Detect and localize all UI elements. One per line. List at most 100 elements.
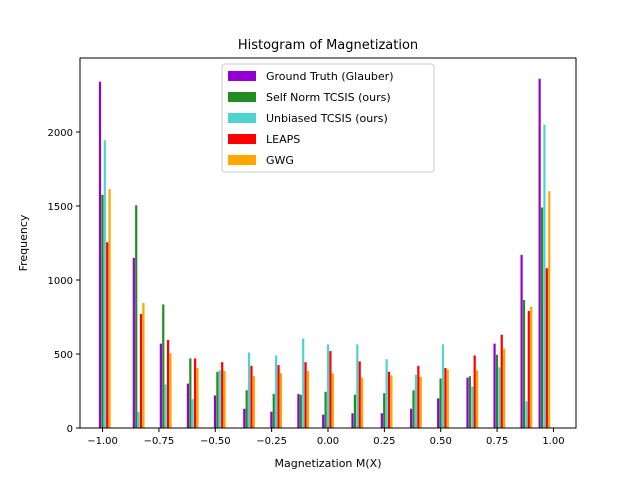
bar: [493, 343, 496, 428]
x-tick-label: 0.00: [317, 436, 339, 447]
x-tick-label: 0.25: [373, 436, 395, 447]
bar: [277, 365, 280, 428]
bar: [530, 306, 533, 428]
bar: [412, 390, 415, 428]
bar: [468, 376, 471, 428]
bar: [132, 257, 135, 428]
bar: [473, 355, 476, 428]
bar: [356, 344, 359, 428]
bar: [500, 334, 503, 428]
bar: [250, 365, 253, 428]
legend-swatch: [228, 155, 256, 165]
bars-group: [98, 78, 551, 429]
bar: [414, 374, 418, 428]
x-tick-label: 0.75: [486, 436, 508, 447]
bar: [390, 375, 393, 428]
legend-swatch: [228, 113, 256, 123]
bar: [108, 188, 111, 428]
bar: [446, 369, 449, 428]
bar: [216, 371, 219, 428]
bar: [383, 393, 386, 428]
bar: [166, 339, 170, 428]
bar: [329, 351, 332, 428]
x-tick-label: −1.00: [87, 436, 118, 447]
bar: [466, 377, 469, 428]
bar: [159, 343, 162, 428]
bar: [543, 124, 546, 428]
bar: [495, 354, 499, 428]
bar: [441, 344, 445, 428]
bar: [380, 413, 383, 428]
x-axis-label: Magnetization M(X): [274, 457, 381, 470]
legend-swatch: [228, 92, 256, 102]
bar: [245, 390, 248, 428]
bar: [243, 408, 246, 428]
bar: [135, 205, 138, 428]
bar: [322, 414, 325, 428]
legend-label: GWG: [266, 154, 294, 167]
bar: [410, 408, 413, 428]
bar: [299, 394, 302, 428]
bar: [270, 411, 273, 428]
bar: [498, 367, 501, 428]
y-axis-label: Frequency: [17, 214, 30, 271]
legend-swatch: [228, 134, 256, 144]
bar: [385, 359, 388, 428]
bar: [252, 376, 255, 428]
legend-label: LEAPS: [266, 133, 300, 146]
bar: [98, 81, 102, 429]
legend-label: Ground Truth (Glauber): [266, 70, 393, 83]
bar: [221, 362, 224, 428]
x-tick-label: −0.50: [200, 436, 231, 447]
bar: [194, 358, 197, 428]
bar: [358, 361, 361, 428]
x-tick-label: 0.50: [430, 436, 452, 447]
bar: [351, 413, 354, 428]
y-axis: 0 500 1000 1500 2000: [48, 128, 80, 435]
bar: [186, 383, 190, 428]
bar: [142, 302, 145, 428]
chart-title: Histogram of Magnetization: [238, 38, 418, 53]
bar: [279, 373, 283, 428]
bar: [540, 207, 544, 428]
bar: [196, 368, 199, 428]
bar: [520, 254, 523, 428]
x-tick-label: −0.25: [256, 436, 287, 447]
bar: [191, 399, 194, 428]
bar: [101, 194, 104, 428]
bar: [223, 371, 226, 428]
bar: [353, 394, 357, 428]
bar: [162, 304, 165, 428]
y-tick-label: 0: [67, 424, 73, 435]
bar: [324, 391, 327, 428]
y-tick-label: 1000: [48, 276, 73, 287]
bar: [164, 384, 167, 428]
y-tick-label: 2000: [48, 128, 73, 139]
legend: Ground Truth (Glauber) Self Norm TCSIS (o…: [221, 63, 435, 173]
bar: [169, 353, 172, 428]
legend-label: Self Norm TCSIS (ours): [266, 91, 391, 104]
legend-swatch: [228, 71, 256, 81]
bar: [361, 377, 364, 428]
bar: [275, 355, 278, 428]
legend-box: [221, 63, 435, 173]
y-tick-label: 1500: [48, 202, 73, 213]
bar: [106, 242, 109, 428]
bar: [503, 348, 506, 428]
bar: [213, 395, 217, 428]
bar: [297, 393, 300, 428]
bar: [302, 338, 305, 428]
bar: [103, 140, 106, 428]
bar: [527, 311, 530, 428]
bar: [444, 368, 447, 428]
bar: [522, 299, 526, 428]
bar: [331, 373, 334, 428]
bar: [218, 370, 221, 428]
bar: [545, 268, 548, 428]
bar: [417, 365, 420, 428]
bar: [189, 358, 192, 428]
bar: [139, 314, 143, 428]
bar: [247, 352, 251, 428]
bar: [272, 393, 275, 428]
